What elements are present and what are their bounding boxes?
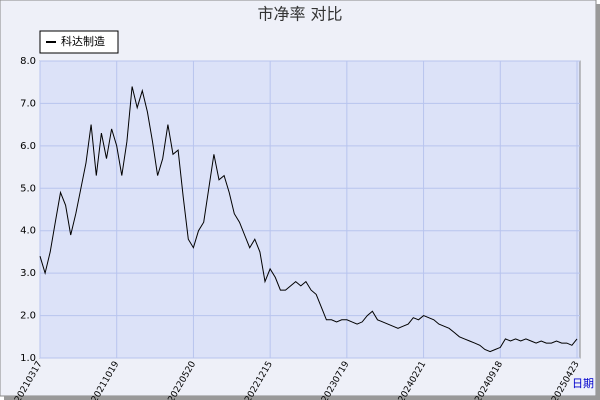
y-tick-label: 3.0: [20, 268, 36, 279]
line: [39, 86, 578, 353]
y-tick-label: 1.0: [20, 353, 36, 364]
y-tick-label: 4.0: [20, 226, 36, 237]
chart-title: 市净率 对比: [257, 5, 342, 24]
x-axis-label: 日期: [572, 377, 594, 390]
legend-label: 科达制造: [61, 34, 105, 48]
y-tick-label: 6.0: [20, 141, 36, 152]
shadow: [596, 4, 600, 400]
shadow: [4, 396, 600, 400]
y-tick-label: 8.0: [20, 56, 36, 67]
y-tick-label: 7.0: [20, 98, 36, 109]
y-tick-label: 2.0: [20, 311, 36, 322]
plot-area: [39, 60, 581, 359]
y-tick-label: 5.0: [20, 183, 36, 194]
legend: [39, 30, 119, 54]
